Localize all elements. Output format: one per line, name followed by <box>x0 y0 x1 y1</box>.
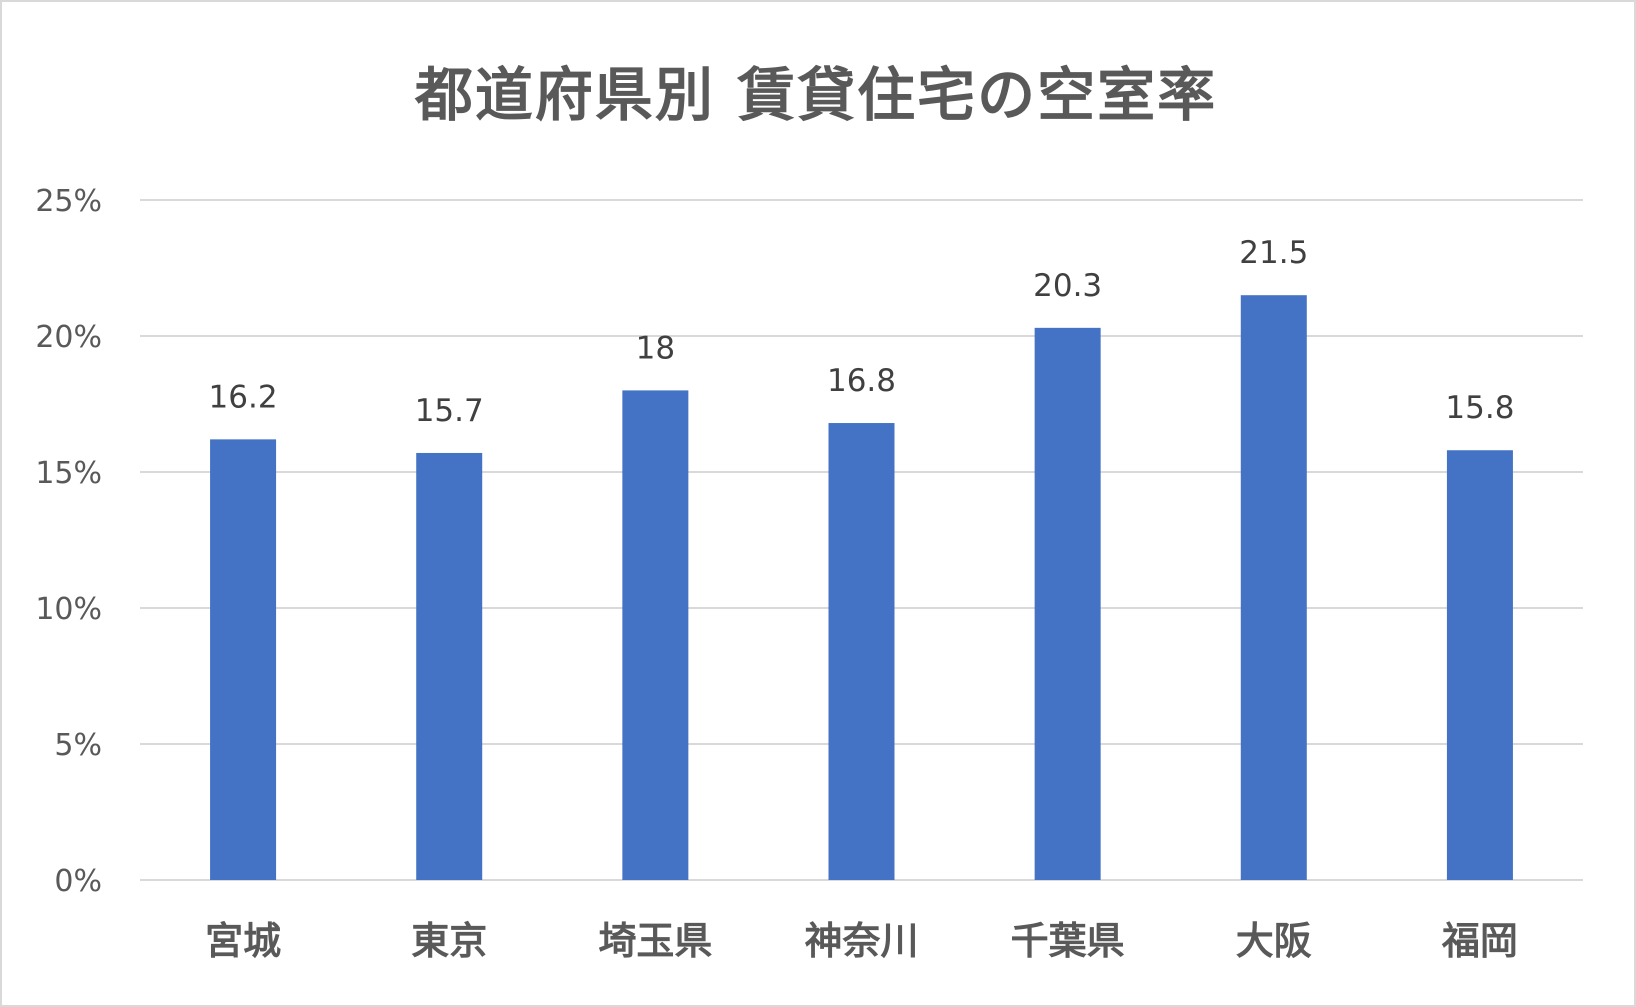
category-label-4: 千葉県 <box>1011 919 1125 963</box>
category-label-1: 東京 <box>411 919 487 963</box>
x-axis-categories: 宮城 東京 埼玉県 神奈川 千葉県 大阪 福岡 <box>205 919 1518 963</box>
category-label-2: 埼玉県 <box>598 919 712 963</box>
category-label-6: 福岡 <box>1441 919 1518 963</box>
y-tick-label: 5% <box>54 728 102 763</box>
bar-3 <box>828 423 895 880</box>
y-tick-label: 0% <box>54 864 102 899</box>
bar-5 <box>1240 295 1307 880</box>
data-labels: 16.2 15.7 18 16.8 20.3 21.5 15.8 <box>209 235 1515 429</box>
y-axis-ticks: 0% 5% 10% 15% 20% 25% <box>35 184 102 899</box>
data-label-4: 20.3 <box>1033 268 1102 304</box>
bar-0 <box>210 439 277 880</box>
y-tick-label: 10% <box>35 592 102 627</box>
y-tick-label: 20% <box>35 320 102 355</box>
chart-title: 都道府県別 賃貸住宅の空室率 <box>414 61 1218 129</box>
data-label-3: 16.8 <box>827 363 896 399</box>
y-tick-label: 25% <box>35 184 102 219</box>
bar-6 <box>1446 450 1513 880</box>
data-label-2: 18 <box>636 330 675 366</box>
category-label-5: 大阪 <box>1236 919 1312 963</box>
category-label-3: 神奈川 <box>804 919 918 963</box>
y-tick-label: 15% <box>35 456 102 491</box>
bar-2 <box>622 390 689 880</box>
bar-1 <box>416 452 483 880</box>
data-label-6: 15.8 <box>1445 390 1514 426</box>
data-label-0: 16.2 <box>209 379 278 415</box>
bar-4 <box>1034 327 1101 881</box>
data-label-1: 15.7 <box>415 393 484 429</box>
bars <box>210 295 1513 881</box>
category-label-0: 宮城 <box>205 919 281 963</box>
data-label-5: 21.5 <box>1239 235 1308 271</box>
